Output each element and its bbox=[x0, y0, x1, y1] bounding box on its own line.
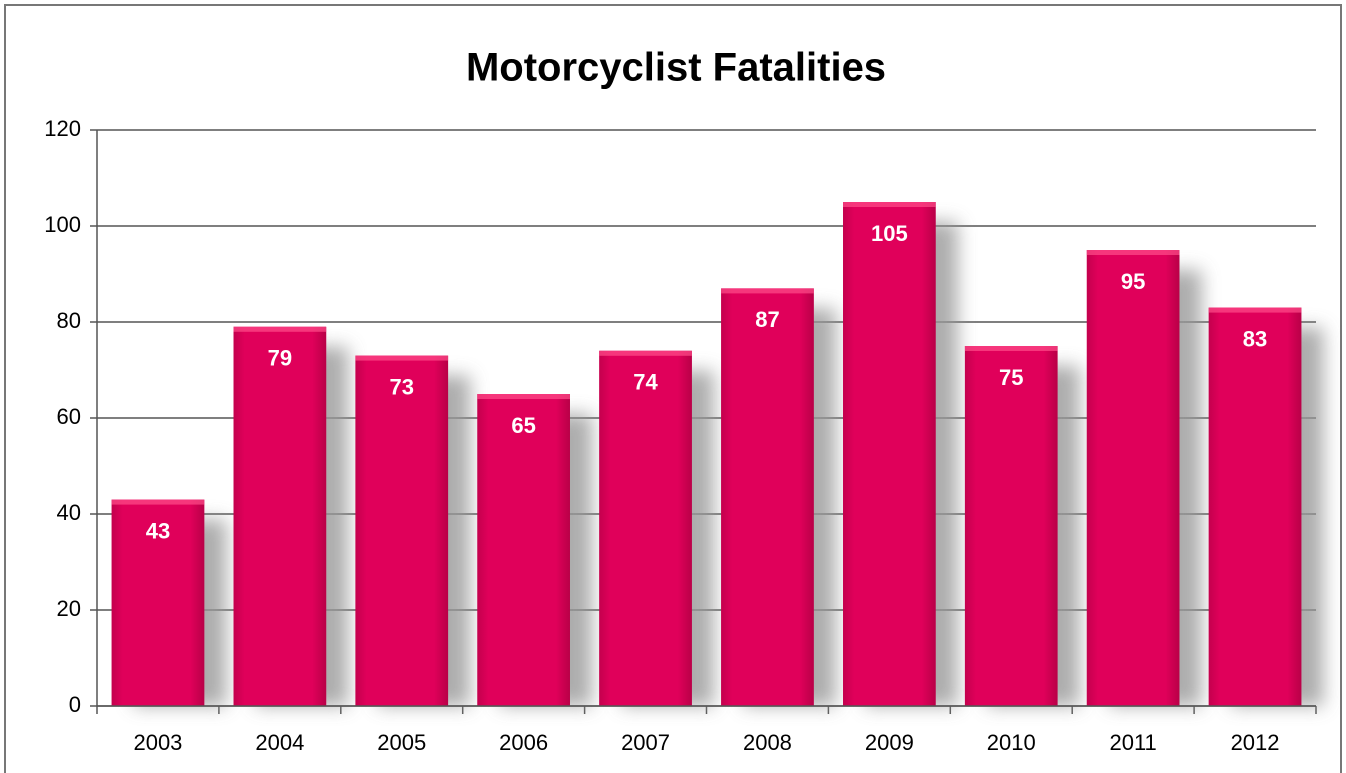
bar-shine bbox=[843, 202, 936, 706]
bar-cap bbox=[721, 288, 814, 294]
value-label: 43 bbox=[146, 518, 170, 543]
bar-shine bbox=[721, 288, 814, 706]
value-label: 95 bbox=[1121, 269, 1145, 294]
bar-shine bbox=[1086, 250, 1180, 706]
x-tick-label: 2006 bbox=[499, 730, 548, 755]
bar-cap bbox=[964, 346, 1058, 351]
x-tick-label: 2008 bbox=[743, 730, 792, 755]
bar-cap bbox=[843, 202, 936, 207]
y-tick-label: 80 bbox=[57, 308, 81, 333]
value-label: 83 bbox=[1243, 326, 1267, 351]
x-tick-label: 2011 bbox=[1109, 730, 1156, 755]
bar-shine bbox=[1208, 307, 1302, 706]
bar-shine bbox=[599, 350, 692, 706]
bar-cap bbox=[1208, 307, 1302, 313]
value-label: 87 bbox=[755, 307, 779, 332]
value-label: 75 bbox=[999, 365, 1023, 390]
value-label: 105 bbox=[871, 221, 908, 246]
bar-cap bbox=[233, 326, 327, 332]
y-tick-label: 0 bbox=[69, 692, 81, 717]
x-tick-label: 2007 bbox=[621, 730, 670, 755]
y-tick-label: 20 bbox=[57, 596, 81, 621]
x-tick-label: 2009 bbox=[865, 730, 914, 755]
bar-shine bbox=[355, 355, 449, 706]
bar-shine bbox=[233, 326, 327, 706]
value-label: 74 bbox=[633, 370, 658, 395]
value-label: 65 bbox=[511, 413, 535, 438]
x-tick-label: 2003 bbox=[133, 730, 182, 755]
y-tick-label: 100 bbox=[44, 212, 81, 237]
bar-cap bbox=[111, 499, 205, 505]
chart-title: Motorcyclist Fatalities bbox=[466, 46, 886, 90]
bar-cap bbox=[477, 394, 570, 399]
x-tick-label: 2004 bbox=[255, 730, 304, 755]
bar-cap bbox=[599, 350, 692, 356]
x-tick-label: 2012 bbox=[1231, 730, 1280, 755]
value-label: 79 bbox=[268, 346, 292, 371]
y-tick-label: 120 bbox=[44, 116, 81, 141]
y-tick-label: 40 bbox=[57, 500, 81, 525]
x-tick-label: 2005 bbox=[377, 730, 426, 755]
y-tick-label: 60 bbox=[57, 404, 81, 429]
bar-shine bbox=[477, 394, 570, 706]
bar-shine bbox=[964, 346, 1058, 706]
value-label: 73 bbox=[390, 374, 414, 399]
bar-cap bbox=[1086, 250, 1180, 255]
bar-cap bbox=[355, 355, 449, 361]
bar-shine bbox=[111, 499, 205, 706]
x-tick-label: 2010 bbox=[987, 730, 1036, 755]
